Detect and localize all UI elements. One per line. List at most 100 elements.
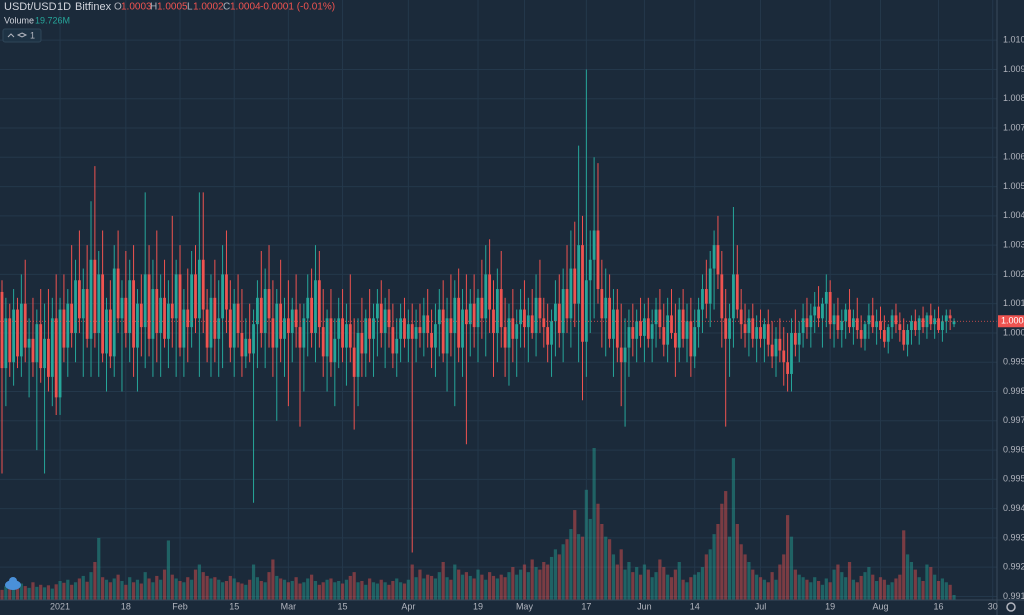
candle-body	[584, 280, 588, 342]
volume-bar	[878, 577, 883, 600]
volume-bar	[797, 574, 801, 600]
volume-bar	[851, 579, 855, 600]
candle-body	[286, 318, 290, 333]
volume-bar	[894, 578, 898, 600]
candle-body	[4, 318, 8, 369]
candle-body	[259, 297, 263, 333]
candle-body	[824, 291, 828, 304]
candle-body	[689, 321, 693, 357]
candle-body	[635, 321, 639, 339]
volume-bar	[944, 582, 948, 600]
candle-body	[720, 274, 724, 319]
volume-bar	[360, 581, 364, 600]
volume-bar	[209, 578, 213, 600]
candle-body	[557, 303, 561, 333]
x-tick-label: Jun	[637, 601, 652, 611]
candle-body	[925, 315, 929, 328]
volume-bar	[383, 582, 387, 600]
candle-body	[50, 318, 54, 377]
volume-bar	[244, 584, 248, 600]
volume-bar	[731, 458, 736, 600]
candle-body	[182, 309, 186, 348]
candle-body	[54, 318, 58, 398]
candle-body	[805, 318, 809, 328]
volume-bar	[248, 579, 252, 600]
candle-body	[16, 309, 19, 357]
indicator-toggle[interactable]	[2, 28, 42, 43]
volume-bar	[50, 588, 54, 600]
volume-bar	[468, 575, 472, 600]
y-tick-label: 1.0090	[1003, 64, 1024, 74]
candle-body	[627, 327, 631, 348]
volume-bar	[847, 562, 852, 600]
candle-body	[465, 309, 468, 325]
volume-bar	[368, 578, 372, 600]
volume-bar	[882, 579, 886, 600]
candle-body	[395, 338, 399, 354]
candle-body	[263, 289, 267, 333]
candle-body	[662, 327, 666, 345]
candle-body	[275, 303, 279, 348]
volume-bar	[890, 582, 894, 600]
volume-bar	[820, 584, 825, 600]
volume-bar	[399, 582, 403, 600]
x-tick-label: Aug	[872, 601, 888, 611]
candle-body	[615, 309, 619, 348]
candle-body	[112, 268, 116, 357]
candle-body	[306, 297, 310, 319]
volume-bar	[267, 572, 271, 600]
candle-body	[383, 309, 387, 333]
volume-bar	[8, 588, 12, 600]
candle-body	[368, 318, 372, 339]
candle-body	[592, 230, 596, 260]
volume-bar	[600, 524, 604, 600]
candle-body	[321, 327, 325, 357]
volume-bar	[27, 587, 31, 600]
volume-bar	[886, 584, 890, 600]
volume-bar	[352, 572, 356, 600]
y-tick-label: 1.0010	[1003, 298, 1024, 308]
volume-bar	[120, 581, 124, 600]
volume-bar	[716, 524, 720, 600]
volume-bar	[228, 575, 232, 600]
x-tick-label: Feb	[172, 601, 188, 611]
volume-bar	[422, 578, 426, 600]
candle-body	[623, 347, 627, 363]
candle-body	[484, 274, 488, 319]
candle-body	[391, 327, 395, 354]
volume-bar	[58, 581, 62, 600]
change: -0.0001 (-0.01%)	[260, 2, 335, 13]
candle-body	[228, 309, 232, 348]
candle-body	[314, 280, 317, 333]
candle-body	[604, 297, 608, 319]
volume-bar	[948, 584, 952, 600]
volume-bar	[460, 574, 465, 600]
candle-body	[701, 289, 704, 310]
volume-bar	[333, 582, 337, 600]
volume-bar	[789, 536, 794, 600]
y-tick-label: 1.0080	[1003, 93, 1024, 103]
candle-body	[163, 297, 166, 339]
volume-bar	[476, 569, 480, 600]
volume-bar	[816, 581, 821, 600]
volume-bar	[387, 584, 391, 600]
candle-body	[120, 297, 124, 319]
volume-bar	[611, 554, 616, 600]
volume-bar	[577, 534, 581, 600]
volume-bar	[561, 544, 565, 600]
candle-body	[430, 332, 433, 348]
candle-body	[449, 318, 453, 333]
volume-bar	[35, 586, 39, 600]
settings-button[interactable]	[1006, 602, 1016, 612]
last-price-box	[998, 315, 1024, 328]
candle-body	[441, 309, 445, 354]
volume-bar	[491, 575, 496, 600]
candle-body	[89, 259, 93, 339]
candle-body	[124, 297, 128, 333]
candle-body	[693, 327, 697, 357]
volume-bar	[108, 582, 112, 600]
candle-body	[279, 303, 283, 339]
candle-body	[685, 321, 689, 339]
candle-body	[62, 309, 66, 348]
